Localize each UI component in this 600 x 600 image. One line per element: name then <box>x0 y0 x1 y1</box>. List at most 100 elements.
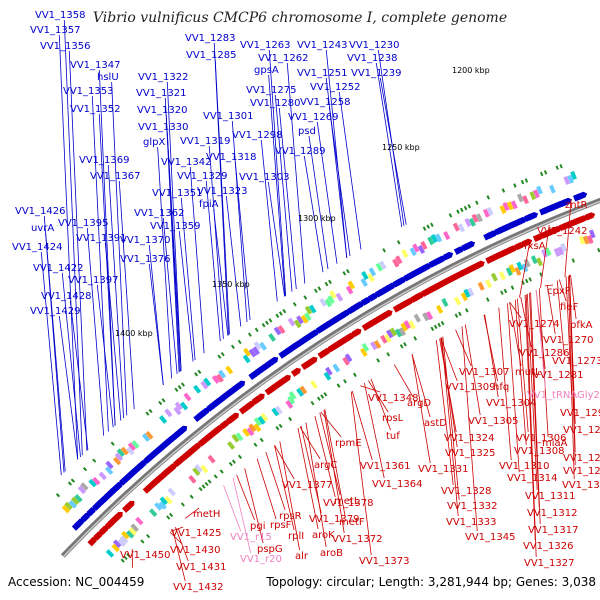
label-leader-line <box>328 106 351 257</box>
label-leader-line <box>172 529 186 582</box>
feature-class-marker <box>533 189 540 199</box>
label-leader-line <box>538 288 549 438</box>
feature-class-marker <box>541 248 549 258</box>
gene-label: VV1_1332 <box>447 501 498 512</box>
inner-marker <box>275 425 280 431</box>
feature-class-marker <box>460 292 468 302</box>
rna-label: VV1_r15 <box>230 532 272 543</box>
gene-label: hslU <box>97 72 119 83</box>
gene-label: VV1_1379 <box>309 514 360 525</box>
gene-label: VV1_1330 <box>138 122 189 133</box>
outer-marker <box>524 178 529 183</box>
label-leader-line <box>286 62 306 284</box>
feature-class-marker <box>530 255 538 265</box>
label-leader-line <box>299 426 321 460</box>
outer-marker <box>220 351 225 357</box>
label-leader-line <box>303 155 324 273</box>
gene-label: VV1_1252 <box>310 82 361 93</box>
label-leader-line <box>96 284 114 428</box>
feature-class-marker <box>430 234 438 243</box>
rna-label: VV1_r20 <box>240 554 282 565</box>
gene-label: VV1_1289 <box>275 146 326 157</box>
feature-class-marker <box>510 200 518 210</box>
feature-class-marker <box>98 471 107 481</box>
feature-class-marker <box>485 279 493 289</box>
gene-label: VV1_1370 <box>120 235 171 246</box>
inner-marker <box>231 459 236 464</box>
feature-class-marker <box>173 406 182 416</box>
feature-class-marker <box>332 363 341 373</box>
label-leader-line <box>360 385 381 393</box>
label-leader-line <box>461 326 478 532</box>
feature-class-marker <box>126 446 135 456</box>
gene-label: argD <box>407 398 431 409</box>
label-leader-line <box>157 146 172 379</box>
gene-label: VV1_1377 <box>282 480 333 491</box>
inner-marker <box>316 396 321 401</box>
inner-marker <box>399 344 404 349</box>
gene-label: aroB <box>320 548 343 559</box>
outer-marker <box>174 387 179 392</box>
inner-marker <box>237 454 243 459</box>
outer-marker <box>422 226 427 231</box>
gene-label: VV1_1320 <box>137 105 188 116</box>
feature-class-marker <box>586 235 594 244</box>
label-leader-line <box>166 131 182 371</box>
bottom-strand-feature <box>229 412 239 422</box>
inner-marker <box>528 277 532 282</box>
feature-class-marker <box>367 273 375 283</box>
outer-marker <box>342 271 347 276</box>
inner-marker <box>198 486 203 492</box>
gene-label: VV1_1317 <box>528 525 579 536</box>
feature-class-marker <box>475 213 483 223</box>
chromosome-backbone <box>60 197 600 558</box>
feature-class-marker <box>111 543 120 553</box>
label-leader-line <box>323 409 345 534</box>
feature-class-marker <box>130 523 139 532</box>
gene-label: VV1_1432 <box>173 582 224 593</box>
label-leader-line <box>260 139 278 302</box>
gene-label: VV1_1391 <box>76 233 127 244</box>
label-leader-line <box>526 293 538 491</box>
outer-marker <box>426 224 431 229</box>
gene-label: VV1_1424 <box>12 242 63 253</box>
label-leader-line <box>324 409 346 517</box>
outer-marker <box>194 372 199 377</box>
feature-class-marker <box>384 333 392 343</box>
map-title: Vibrio vulnificus CMCP6 chromosome I, co… <box>93 10 507 26</box>
gene-label: VV1_1426 <box>15 206 66 217</box>
inner-marker <box>503 288 508 294</box>
label-leader-line <box>148 263 164 386</box>
feature-class-marker <box>373 339 382 349</box>
label-leader-line <box>268 74 286 297</box>
feature-class-marker <box>154 502 163 511</box>
label-leader-line <box>569 275 576 466</box>
feature-class-marker <box>544 247 552 257</box>
feature-class-marker <box>344 353 353 363</box>
gene-label: VV1_1303 <box>239 172 290 183</box>
gene-label: VV1_1319 <box>180 136 231 147</box>
feature-class-marker <box>468 217 476 227</box>
top-strand-feature <box>74 518 84 528</box>
gene-label: VV1_1359 <box>150 221 201 232</box>
label-leader-line <box>498 307 512 461</box>
feature-class-marker <box>498 271 506 281</box>
gene-label: mutL <box>515 367 541 378</box>
feature-class-marker <box>92 476 101 486</box>
feature-class-marker <box>557 246 565 256</box>
feature-class-marker <box>560 243 567 252</box>
gene-label: VV1_1356 <box>40 41 91 52</box>
feature-class-marker <box>253 341 262 351</box>
outer-marker <box>55 493 61 498</box>
top-strand-feature <box>80 512 90 523</box>
outer-marker <box>282 308 287 314</box>
feature-class-marker <box>324 298 333 308</box>
bottom-strand-feature <box>413 292 425 301</box>
gene-label: VV1_1243 <box>297 40 348 51</box>
feature-class-marker <box>257 415 266 425</box>
top-strand-feature <box>86 507 96 517</box>
top-strand-feature <box>516 216 527 226</box>
feature-class-marker <box>578 235 586 245</box>
gene-label: pspG <box>257 544 283 555</box>
